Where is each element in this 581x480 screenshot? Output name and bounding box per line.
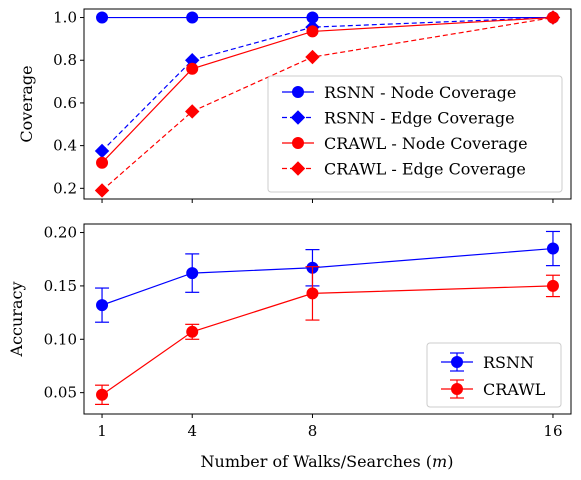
coverage-legend-marker [292, 137, 304, 149]
coverage-legend-label: RSNN - Node Coverage [324, 83, 516, 102]
accuracy-legend-label: RSNN [483, 353, 534, 372]
x-axis-label: Number of Walks/Searches (m) [201, 452, 454, 471]
coverage-data-point [306, 25, 319, 38]
coverage-series-line-2 [101, 16, 553, 164]
x-axis-label-variable: m [432, 452, 447, 471]
coverage-legend-label: CRAWL - Node Coverage [324, 134, 528, 153]
coverage-data-point [96, 156, 109, 169]
accuracy-legend-label: CRAWL [483, 380, 546, 399]
accuracy-y-tick-label: 0.05 [44, 384, 77, 402]
coverage-plot-frame [83, 8, 572, 200]
accuracy-legend-marker [451, 383, 463, 395]
coverage-legend-marker [290, 161, 306, 176]
coverage-series-line-3 [101, 16, 554, 191]
accuracy-panel: 0.05 0.10 0.15 0.20 1 4 8 16 Accuracy Number o… [7, 223, 572, 471]
x-axis-label-close: ) [447, 452, 453, 471]
accuracy-series-line-0 [101, 247, 554, 306]
coverage-data-point [94, 183, 110, 198]
coverage-legend-box [267, 75, 563, 193]
accuracy-data-point [186, 267, 199, 280]
coverage-legend-label: RSNN - Edge Coverage [324, 109, 515, 128]
coverage-marks [94, 10, 561, 198]
coverage-panel: 0.2 0.4 0.6 0.8 1.0 Coverage RSNN - Node Cov… [17, 8, 572, 203]
accuracy-plot-frame [83, 223, 572, 415]
accuracy-x-tick-label: 8 [308, 422, 318, 440]
coverage-data-point [305, 49, 320, 65]
accuracy-x-ticks: 1 4 8 16 [97, 414, 563, 440]
accuracy-x-tick-label: 4 [187, 422, 197, 440]
accuracy-series-line-1 [101, 285, 553, 396]
coverage-y-tick-label: 0.6 [53, 94, 77, 112]
coverage-legend-marker [292, 86, 304, 98]
coverage-series-line-1 [101, 16, 553, 152]
accuracy-y-tick-label: 0.15 [44, 277, 77, 295]
coverage-legend-label: CRAWL - Edge Coverage [324, 160, 526, 179]
accuracy-data-point [546, 279, 559, 292]
accuracy-data-point [96, 388, 109, 401]
accuracy-data-point [96, 299, 109, 312]
accuracy-y-axis-label: Accuracy [7, 282, 26, 358]
accuracy-data-point [306, 287, 319, 300]
coverage-y-axis-label: Coverage [17, 65, 36, 142]
x-axis-label-text: Number of Walks/Searches ( [201, 452, 432, 471]
coverage-data-point [94, 143, 110, 159]
coverage-legend: RSNN - Node Coverage RSNN - Edge Coverage… [267, 75, 563, 193]
accuracy-legend-marker [451, 356, 463, 368]
accuracy-legend: RSNN CRAWL [426, 342, 562, 408]
coverage-data-point [186, 62, 199, 75]
coverage-data-point [96, 11, 109, 24]
accuracy-data-point [186, 325, 199, 338]
accuracy-y-tick-label: 0.10 [44, 330, 77, 348]
accuracy-marks [95, 230, 560, 405]
coverage-data-point [186, 11, 199, 24]
coverage-y-ticks: 0.2 0.4 0.6 0.8 1.0 [53, 9, 84, 197]
coverage-y-tick-label: 0.2 [53, 179, 77, 197]
coverage-data-point [545, 10, 561, 25]
coverage-y-tick-label: 0.8 [53, 51, 77, 69]
accuracy-x-tick-label: 1 [97, 422, 107, 440]
coverage-x-ticks [101, 199, 554, 203]
coverage-data-point [185, 104, 200, 119]
coverage-y-tick-label: 0.4 [53, 137, 77, 155]
accuracy-y-ticks: 0.05 0.10 0.15 0.20 [44, 224, 84, 402]
coverage-y-tick-label: 1.0 [53, 9, 77, 27]
accuracy-y-tick-label: 0.20 [44, 224, 77, 242]
accuracy-data-point [546, 242, 559, 255]
accuracy-x-tick-label: 16 [543, 422, 562, 440]
coverage-legend-marker [290, 110, 306, 125]
